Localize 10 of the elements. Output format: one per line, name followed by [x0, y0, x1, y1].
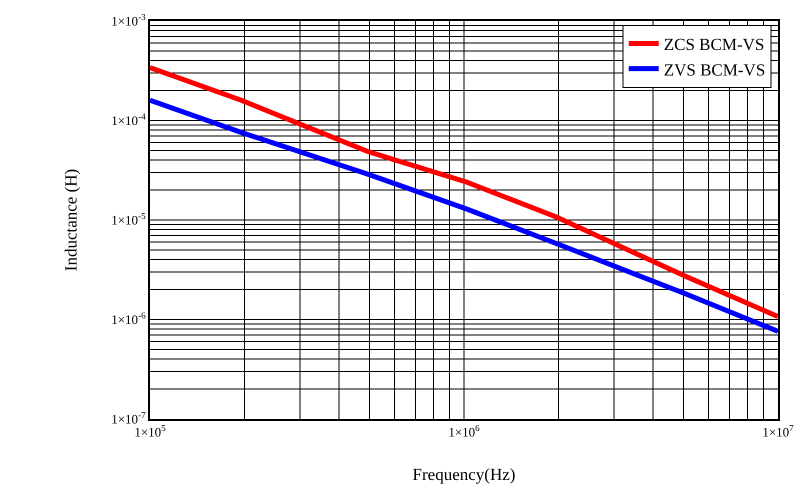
x-tick-label: 1×10$^{7}$	[762, 422, 794, 440]
y-axis-title: Inductance (H)	[61, 168, 80, 272]
y-tick-label: 1×10$^{-4}$	[111, 112, 146, 128]
x-axis-title: Frequency(Hz)	[412, 465, 516, 484]
y-tick-label: 1×10$^{-6}$	[111, 310, 146, 328]
y-tick-label: 1×10$^{-5}$	[111, 211, 146, 228]
legend-label: ZCS BCM-VS	[664, 35, 764, 54]
y-tick-label: 1×10$^{-3}$	[111, 12, 146, 29]
legend-label: ZVS BCM-VS	[664, 60, 766, 80]
x-tick-label: 1×10$^{6}$	[448, 422, 480, 440]
